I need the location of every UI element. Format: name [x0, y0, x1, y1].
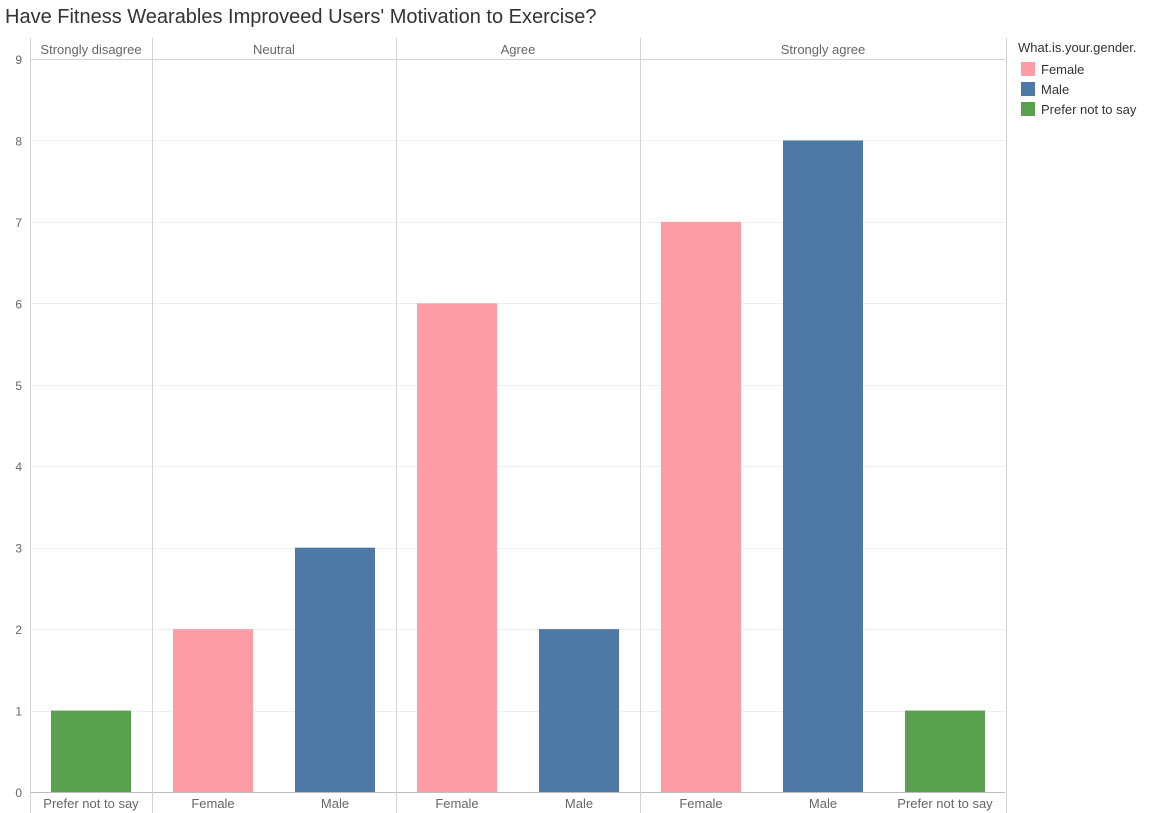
legend-swatch-prefer-not-to-say [1021, 102, 1035, 116]
x-tick-label-agree-female: Female [435, 796, 478, 811]
y-tick-label-2: 2 [15, 623, 22, 637]
y-tick-label-8: 8 [15, 134, 22, 148]
legend-swatch-male [1021, 82, 1035, 96]
y-tick-label-7: 7 [15, 216, 22, 230]
panel-header-neutral: Neutral [253, 42, 295, 57]
y-tick-label-3: 3 [15, 542, 22, 556]
legend-label-male: Male [1041, 81, 1070, 97]
x-tick-label-strongly-agree-prefer-not-to-say: Prefer not to say [897, 796, 993, 811]
y-tick-label-5: 5 [15, 379, 22, 393]
legend-title: What.is.your.gender. [1018, 40, 1137, 55]
panel-header-strongly-agree: Strongly agree [781, 42, 866, 57]
legend-label-prefer-not-to-say: Prefer not to say [1041, 101, 1137, 117]
x-tick-label-strongly-disagree-prefer-not-to-say: Prefer not to say [43, 796, 139, 811]
y-tick-label-6: 6 [15, 297, 22, 311]
y-tick-label-1: 1 [15, 705, 22, 719]
x-tick-label-strongly-agree-male: Male [809, 796, 837, 811]
x-tick-label-strongly-agree-female: Female [679, 796, 722, 811]
bar-strongly-agree-female [661, 221, 741, 792]
bar-agree-female [417, 303, 497, 792]
legend-swatch-female [1021, 62, 1035, 76]
x-tick-label-neutral-male: Male [321, 796, 349, 811]
bar-strongly-agree-male [783, 140, 863, 792]
x-tick-label-neutral-female: Female [191, 796, 234, 811]
bar-strongly-disagree-prefer-not-to-say [51, 710, 131, 792]
panel-header-agree: Agree [501, 42, 536, 57]
legend-label-female: Female [1041, 61, 1085, 77]
bar-strongly-agree-prefer-not-to-say [905, 710, 985, 792]
bar-neutral-female [173, 629, 253, 792]
bar-neutral-male [295, 547, 375, 792]
bar-agree-male [539, 629, 619, 792]
legend-item-prefer-not-to-say[interactable]: Prefer not to say [1018, 99, 1137, 119]
chart-title: Have Fitness Wearables Improveed Users' … [5, 6, 597, 28]
x-tick-label-agree-male: Male [565, 796, 593, 811]
panel-header-strongly-disagree: Strongly disagree [40, 42, 141, 57]
legend-item-male[interactable]: Male [1018, 79, 1137, 99]
legend-item-female[interactable]: Female [1018, 59, 1137, 79]
legend: What.is.your.gender. Female Male Prefer … [1018, 40, 1137, 119]
y-tick-label-4: 4 [15, 460, 22, 474]
y-tick-label-0: 0 [15, 786, 22, 800]
y-tick-label-9: 9 [15, 53, 22, 67]
